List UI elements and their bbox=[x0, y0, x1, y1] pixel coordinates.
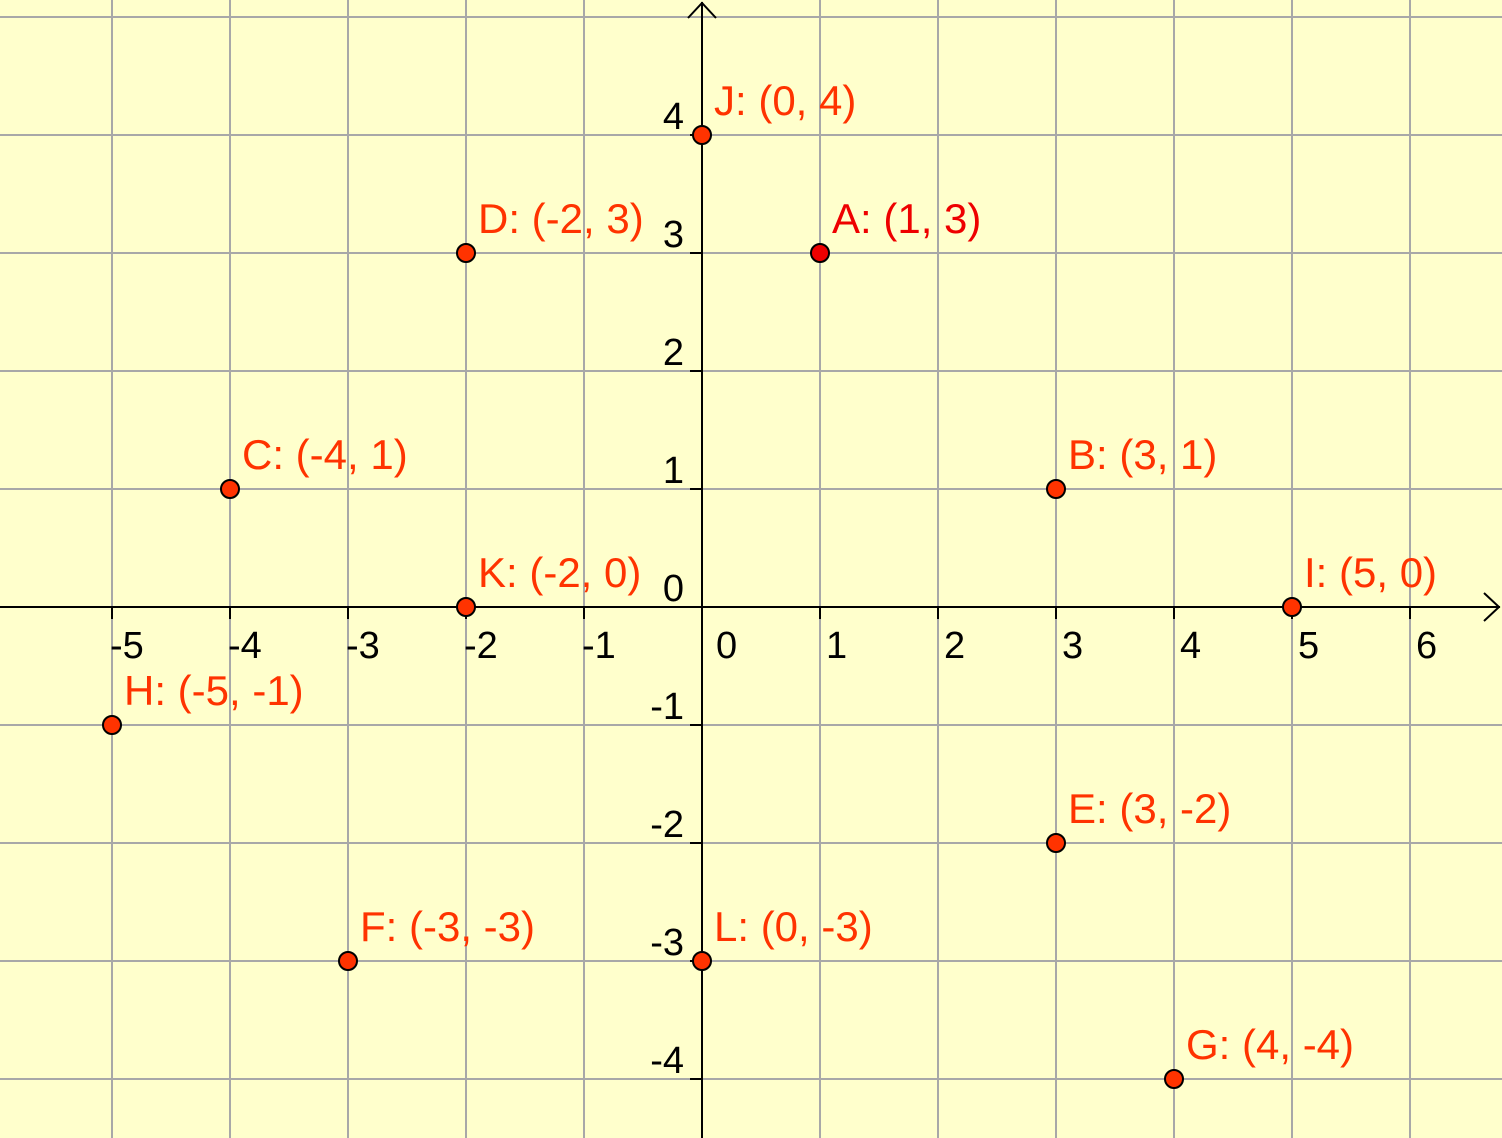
x-tick-label: -3 bbox=[346, 625, 380, 667]
x-tick-label: 0 bbox=[716, 625, 737, 667]
point-label: H: (-5, -1) bbox=[124, 667, 304, 714]
x-tick-label: 6 bbox=[1416, 625, 1437, 667]
point-label: D: (-2, 3) bbox=[478, 195, 644, 242]
data-point[interactable] bbox=[1164, 1069, 1184, 1089]
data-point[interactable] bbox=[102, 715, 122, 735]
x-axis-arrow bbox=[1483, 592, 1501, 622]
x-tick-label: -2 bbox=[464, 625, 498, 667]
point-label: I: (5, 0) bbox=[1304, 549, 1437, 596]
x-tick-label: -4 bbox=[228, 625, 262, 667]
point-label: K: (-2, 0) bbox=[478, 549, 641, 596]
x-tick-label: 3 bbox=[1062, 625, 1083, 667]
y-tick-label: -2 bbox=[650, 804, 684, 846]
data-point[interactable] bbox=[220, 479, 240, 499]
data-point[interactable] bbox=[810, 243, 830, 263]
data-point[interactable] bbox=[456, 243, 476, 263]
y-axis-arrow bbox=[687, 1, 717, 19]
point-label: L: (0, -3) bbox=[714, 903, 873, 950]
tick-labels: -5 -4 -3 -2 -1 0 1 2 3 4 5 6 4 3 2 1 0 -1 -2 -3 -4 bbox=[110, 96, 1437, 1082]
x-tick-label: 2 bbox=[944, 625, 965, 667]
data-point[interactable] bbox=[692, 951, 712, 971]
data-point[interactable] bbox=[456, 597, 476, 617]
point-label: B: (3, 1) bbox=[1068, 431, 1217, 478]
data-point[interactable] bbox=[1046, 833, 1066, 853]
y-tick-label: 0 bbox=[663, 568, 684, 610]
x-tick-label: -5 bbox=[110, 625, 144, 667]
point-label: G: (4, -4) bbox=[1186, 1021, 1354, 1068]
data-point[interactable] bbox=[1046, 479, 1066, 499]
data-point[interactable] bbox=[692, 125, 712, 145]
y-tick-label: 2 bbox=[663, 332, 684, 374]
point-label: E: (3, -2) bbox=[1068, 785, 1231, 832]
points: J: (0, 4) D: (-2, 3) A: (1, 3) C: (-4, 1) B:… bbox=[102, 77, 1437, 1089]
y-tick-label: 4 bbox=[663, 96, 684, 138]
data-point[interactable] bbox=[338, 951, 358, 971]
x-tick-label: 1 bbox=[826, 625, 847, 667]
x-tick-label: 5 bbox=[1298, 625, 1319, 667]
point-label: J: (0, 4) bbox=[714, 77, 856, 124]
y-tick-label: -1 bbox=[650, 686, 684, 728]
data-point[interactable] bbox=[1282, 597, 1302, 617]
x-tick-label: 4 bbox=[1180, 625, 1201, 667]
y-tick-label: 1 bbox=[663, 450, 684, 492]
x-tick-label: -1 bbox=[582, 625, 616, 667]
point-label: C: (-4, 1) bbox=[242, 431, 408, 478]
y-tick-label: 3 bbox=[663, 214, 684, 256]
point-label: A: (1, 3) bbox=[832, 195, 981, 242]
y-tick-label: -3 bbox=[650, 922, 684, 964]
y-tick-label: -4 bbox=[650, 1040, 684, 1082]
point-label: F: (-3, -3) bbox=[360, 903, 535, 950]
